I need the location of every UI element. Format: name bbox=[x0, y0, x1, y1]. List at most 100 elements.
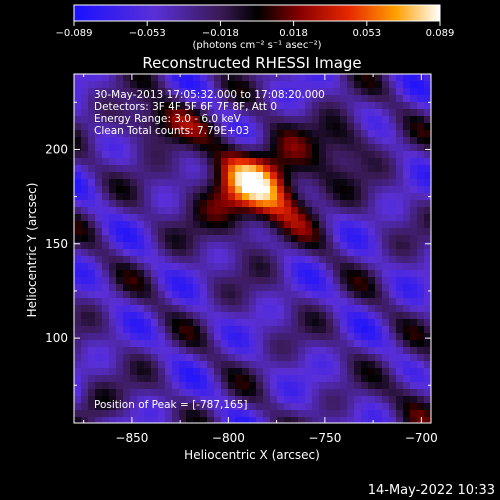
heatmap-cell bbox=[361, 333, 369, 341]
heatmap-cell bbox=[284, 137, 292, 145]
heatmap-cell bbox=[172, 305, 180, 313]
heatmap-cell bbox=[396, 242, 404, 250]
heatmap-cell bbox=[158, 256, 166, 264]
heatmap-cell bbox=[382, 291, 390, 299]
heatmap-cell bbox=[263, 116, 271, 124]
heatmap-cell bbox=[305, 158, 313, 166]
heatmap-cell bbox=[109, 81, 117, 89]
heatmap-cell bbox=[347, 403, 355, 411]
heatmap-cell bbox=[361, 214, 369, 222]
heatmap-cell bbox=[277, 179, 285, 187]
heatmap-cell bbox=[137, 109, 145, 117]
heatmap-cell bbox=[130, 396, 138, 404]
heatmap-cell bbox=[200, 305, 208, 313]
heatmap-cell bbox=[235, 214, 243, 222]
heatmap-cell bbox=[305, 277, 313, 285]
heatmap-cell bbox=[137, 88, 145, 96]
heatmap-cell bbox=[172, 347, 180, 355]
heatmap-cell bbox=[333, 144, 341, 152]
heatmap-cell bbox=[298, 312, 306, 320]
heatmap-cell bbox=[347, 305, 355, 313]
heatmap-cell bbox=[214, 137, 222, 145]
heatmap-cell bbox=[389, 354, 397, 362]
heatmap-cell bbox=[298, 74, 306, 82]
heatmap-cell bbox=[375, 277, 383, 285]
heatmap-cell bbox=[235, 95, 243, 103]
heatmap-cell bbox=[340, 193, 348, 201]
heatmap-cell bbox=[382, 116, 390, 124]
heatmap-cell bbox=[102, 284, 110, 292]
heatmap-cell bbox=[151, 256, 159, 264]
heatmap-cell bbox=[186, 109, 194, 117]
heatmap-cell bbox=[144, 312, 152, 320]
heatmap-cell bbox=[214, 109, 222, 117]
heatmap-cell bbox=[361, 137, 369, 145]
heatmap-cell bbox=[74, 319, 82, 327]
heatmap-cell bbox=[158, 361, 166, 369]
heatmap-cell bbox=[123, 123, 131, 131]
heatmap-cell bbox=[95, 270, 103, 278]
heatmap-cell bbox=[137, 389, 145, 397]
heatmap-cell bbox=[389, 102, 397, 110]
heatmap-cell bbox=[326, 144, 334, 152]
heatmap-cell bbox=[186, 403, 194, 411]
heatmap-cell bbox=[151, 193, 159, 201]
heatmap-cell bbox=[403, 207, 411, 215]
heatmap-cell bbox=[186, 81, 194, 89]
heatmap-cell bbox=[123, 256, 131, 264]
heatmap-cell bbox=[214, 81, 222, 89]
heatmap-cell bbox=[102, 389, 110, 397]
heatmap-cell bbox=[123, 74, 131, 82]
heatmap-cell bbox=[375, 249, 383, 257]
heatmap-cell bbox=[221, 74, 229, 82]
heatmap-cell bbox=[235, 144, 243, 152]
heatmap-cell bbox=[151, 235, 159, 243]
heatmap-cell bbox=[186, 375, 194, 383]
heatmap-cell bbox=[319, 263, 327, 271]
heatmap-cell bbox=[270, 123, 278, 131]
heatmap-cell bbox=[312, 186, 320, 194]
heatmap-cell bbox=[305, 284, 313, 292]
heatmap-cell bbox=[340, 410, 348, 418]
heatmap-cell bbox=[165, 95, 173, 103]
heatmap-cell bbox=[368, 249, 376, 257]
heatmap-cell bbox=[403, 354, 411, 362]
heatmap-cell bbox=[165, 361, 173, 369]
heatmap-cell bbox=[172, 95, 180, 103]
heatmap-cell bbox=[326, 361, 334, 369]
heatmap-cell bbox=[382, 396, 390, 404]
heatmap-cell bbox=[137, 144, 145, 152]
heatmap-cell bbox=[186, 347, 194, 355]
heatmap-cell bbox=[165, 74, 173, 82]
heatmap-cell bbox=[410, 88, 418, 96]
heatmap-cell bbox=[270, 382, 278, 390]
heatmap-cell bbox=[263, 340, 271, 348]
heatmap-cell bbox=[214, 158, 222, 166]
heatmap-cell bbox=[123, 284, 131, 292]
heatmap-cell bbox=[389, 235, 397, 243]
heatmap-cell bbox=[109, 137, 117, 145]
heatmap-cell bbox=[88, 298, 96, 306]
heatmap-cell bbox=[256, 74, 264, 82]
heatmap-cell bbox=[305, 361, 313, 369]
heatmap-cell bbox=[326, 354, 334, 362]
heatmap-cell bbox=[277, 207, 285, 215]
heatmap-cell bbox=[340, 242, 348, 250]
heatmap-cell bbox=[361, 368, 369, 376]
heatmap-cell bbox=[340, 375, 348, 383]
heatmap-cell bbox=[116, 361, 124, 369]
heatmap-cell bbox=[123, 242, 131, 250]
heatmap-cell bbox=[179, 326, 187, 334]
heatmap-cell bbox=[340, 214, 348, 222]
heatmap-cell bbox=[312, 347, 320, 355]
heatmap-cell bbox=[319, 102, 327, 110]
heatmap-cell bbox=[270, 410, 278, 418]
heatmap-cell bbox=[326, 165, 334, 173]
heatmap-cell bbox=[158, 263, 166, 271]
heatmap-cell bbox=[424, 81, 431, 89]
heatmap-cell bbox=[424, 340, 431, 348]
heatmap-cell bbox=[144, 319, 152, 327]
heatmap-cell bbox=[270, 389, 278, 397]
heatmap-cell bbox=[123, 375, 131, 383]
heatmap-cell bbox=[410, 228, 418, 236]
